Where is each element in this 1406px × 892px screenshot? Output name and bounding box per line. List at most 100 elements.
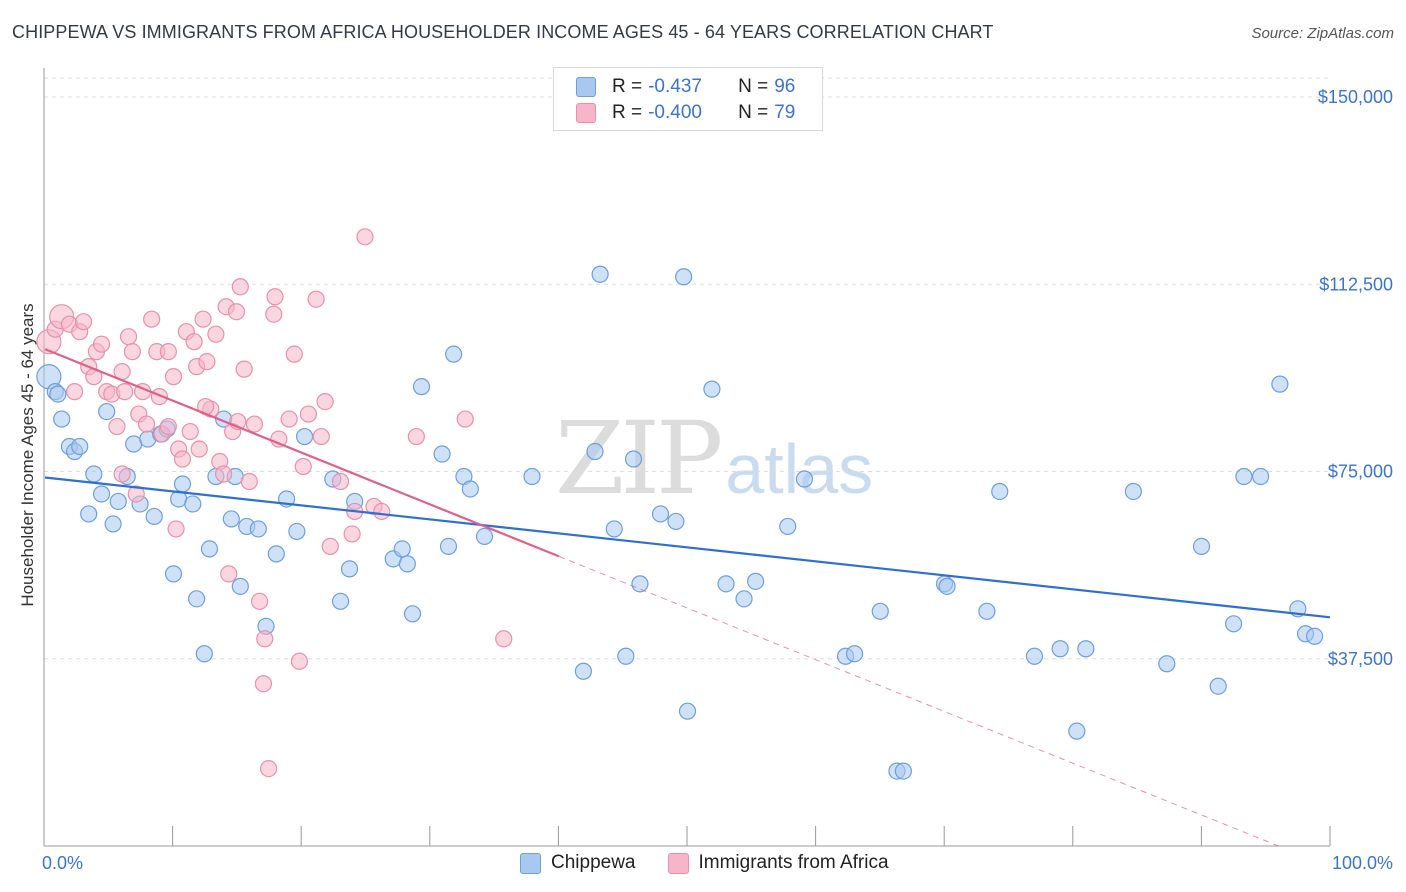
africa-point (143, 310, 161, 328)
africa-point (108, 417, 126, 436)
africa-point (231, 278, 249, 296)
africa-point (164, 368, 183, 386)
x-tick-label: 0.0% (42, 853, 83, 873)
legend-r-label: R = (612, 102, 643, 123)
africa-point (92, 335, 111, 353)
series-swatch-africa (667, 852, 689, 874)
chippewa-point (412, 378, 431, 396)
chippewa-point (795, 470, 814, 488)
africa-point (198, 353, 216, 371)
chippewa-point (624, 450, 643, 468)
chippewa-point (894, 762, 912, 780)
africa-trend-line (44, 348, 560, 558)
chippewa-point (331, 592, 350, 610)
chippewa-point (340, 560, 359, 578)
chippewa-point (703, 380, 721, 398)
series-label-africa: Immigrants from Africa (698, 852, 889, 873)
africa-point (220, 565, 238, 583)
africa-point (294, 457, 312, 476)
africa-point (116, 383, 134, 401)
watermark-atlas: atlas (725, 430, 874, 508)
chippewa-point (200, 540, 219, 558)
chippewa-point (938, 577, 956, 595)
africa-point (456, 410, 474, 428)
africa-point (194, 310, 212, 328)
africa-point (266, 288, 284, 306)
chippewa-point (231, 577, 249, 595)
y-tick-label: $150,000 (1318, 87, 1393, 107)
africa-point (259, 760, 278, 778)
africa-point (190, 440, 208, 458)
y-tick-label: $112,500 (1319, 274, 1393, 294)
chippewa-point (617, 647, 635, 665)
legend-r-value: -0.437 (648, 76, 702, 97)
chippewa-point (1192, 537, 1211, 556)
chippewa-point (184, 495, 202, 513)
x-tick-label: 100.0% (1332, 853, 1393, 873)
legend-n-value: 96 (774, 76, 796, 97)
legend-r-value: -0.400 (648, 102, 702, 123)
chippewa-point (991, 482, 1009, 501)
legend-n-value: 79 (774, 102, 796, 123)
chippewa-point (164, 565, 183, 583)
chippewa-point (92, 485, 111, 503)
africa-point (119, 328, 138, 346)
chippewa-point (591, 265, 609, 283)
africa-point (127, 485, 145, 503)
series-legend-chippewa: Chippewa (520, 852, 636, 874)
chippewa-point (1235, 467, 1253, 486)
series-label-chippewa: Chippewa (551, 852, 636, 873)
series-legend: Chippewa Immigrants from Africa (520, 852, 921, 874)
africa-point (185, 333, 203, 351)
chippewa-point (651, 505, 670, 523)
africa-point (137, 415, 156, 433)
legend-n-label: N = (738, 76, 769, 97)
chippewa-point (523, 467, 541, 486)
legend-row-chippewa: R = -0.437 N = 96 (576, 75, 795, 99)
chippewa-point (871, 602, 889, 620)
africa-point (235, 360, 253, 378)
chippewa-point (1271, 375, 1289, 393)
y-tick-label: $75,000 (1328, 462, 1393, 482)
chippewa-point (222, 510, 240, 528)
chippewa-point (288, 522, 306, 541)
chippewa-point (735, 590, 753, 608)
chippewa-point (267, 545, 285, 563)
chippewa-point (104, 515, 122, 533)
africa-point (256, 630, 274, 648)
chippewa-point (53, 410, 71, 428)
y-tick-label: $37,500 (1328, 649, 1393, 669)
africa-point (65, 383, 84, 401)
chippewa-point (393, 540, 411, 558)
chippewa-point (779, 517, 797, 536)
legend-swatch-africa (576, 103, 596, 123)
chippewa-point (586, 442, 604, 461)
africa-point (299, 405, 318, 423)
chippewa-point (249, 520, 267, 538)
series-swatch-chippewa (520, 852, 541, 874)
africa-point (495, 630, 513, 648)
chippewa-point (173, 475, 192, 493)
africa-point (227, 303, 246, 321)
chippewa-point (1077, 640, 1095, 658)
africa-point (207, 325, 225, 343)
chippewa-point (295, 427, 314, 446)
africa-trend-extension (558, 555, 1279, 847)
chippewa-point (1252, 467, 1270, 486)
chippewa-point (1068, 722, 1086, 740)
chippewa-point (195, 645, 213, 663)
africa-point (316, 392, 334, 411)
chippewa-point (475, 527, 494, 546)
africa-point (173, 450, 192, 468)
africa-point (321, 537, 339, 556)
africa-point (265, 305, 283, 323)
africa-point (245, 415, 264, 433)
chippewa-point (1305, 627, 1324, 645)
chippewa-point (145, 507, 163, 526)
chippewa-point (433, 445, 451, 463)
chippewa-point (71, 437, 89, 456)
chippewa-trend-line (44, 476, 1331, 619)
chippewa-point (80, 505, 98, 523)
africa-point (123, 343, 141, 361)
